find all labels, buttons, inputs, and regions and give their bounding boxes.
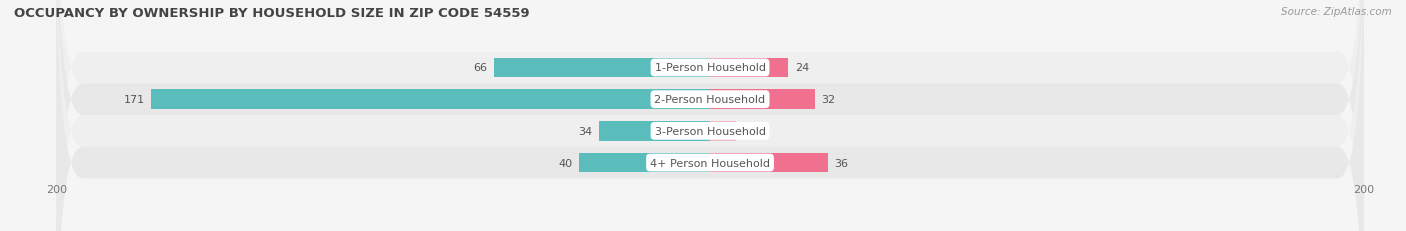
Bar <box>599 122 710 141</box>
Text: Source: ZipAtlas.com: Source: ZipAtlas.com <box>1281 7 1392 17</box>
Bar <box>710 122 737 141</box>
Text: 66: 66 <box>474 63 488 73</box>
FancyBboxPatch shape <box>56 0 1364 231</box>
Text: 1-Person Household: 1-Person Household <box>655 63 765 73</box>
Text: 36: 36 <box>834 158 848 168</box>
Text: OCCUPANCY BY OWNERSHIP BY HOUSEHOLD SIZE IN ZIP CODE 54559: OCCUPANCY BY OWNERSHIP BY HOUSEHOLD SIZE… <box>14 7 530 20</box>
Text: 3-Person Household: 3-Person Household <box>655 126 765 136</box>
Bar <box>579 153 710 173</box>
Text: 32: 32 <box>821 95 835 105</box>
Text: 4+ Person Household: 4+ Person Household <box>650 158 770 168</box>
Bar <box>710 90 814 109</box>
Text: 2-Person Household: 2-Person Household <box>654 95 766 105</box>
Bar <box>495 58 710 78</box>
Text: 34: 34 <box>578 126 592 136</box>
Text: 0: 0 <box>717 126 724 136</box>
Text: 24: 24 <box>794 63 810 73</box>
Bar <box>710 153 828 173</box>
FancyBboxPatch shape <box>56 0 1364 231</box>
FancyBboxPatch shape <box>56 0 1364 231</box>
Bar <box>150 90 710 109</box>
Text: 171: 171 <box>124 95 145 105</box>
Text: 40: 40 <box>558 158 572 168</box>
Bar <box>710 58 789 78</box>
FancyBboxPatch shape <box>56 0 1364 231</box>
